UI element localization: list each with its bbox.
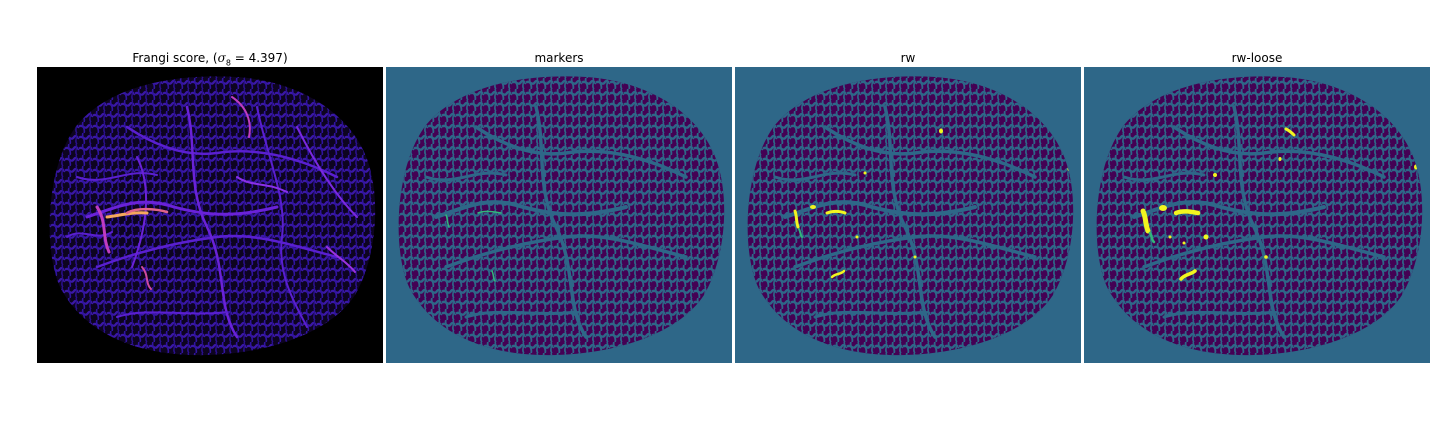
- panel-title-markers: markers: [534, 51, 584, 65]
- frangi-image: [37, 67, 383, 363]
- rw-image: [735, 67, 1081, 363]
- panel-title-rw-loose: rw-loose: [1231, 51, 1283, 65]
- panel-rw: rw: [735, 49, 1081, 363]
- panel-frangi: Frangi score, (σ8 = 4.397): [37, 49, 383, 363]
- panel-rw-loose: rw-loose: [1084, 49, 1430, 363]
- panel-markers: markers: [386, 49, 732, 363]
- frangi-vessels: [66, 96, 358, 339]
- markers-image: [386, 67, 732, 363]
- panel-title-frangi: Frangi score, (σ8 = 4.397): [132, 51, 288, 68]
- rw-loose-image: [1084, 67, 1430, 363]
- panel-title-rw: rw: [900, 51, 916, 65]
- rw-highlights: [793, 128, 1071, 279]
- markers-highlights: [445, 210, 502, 282]
